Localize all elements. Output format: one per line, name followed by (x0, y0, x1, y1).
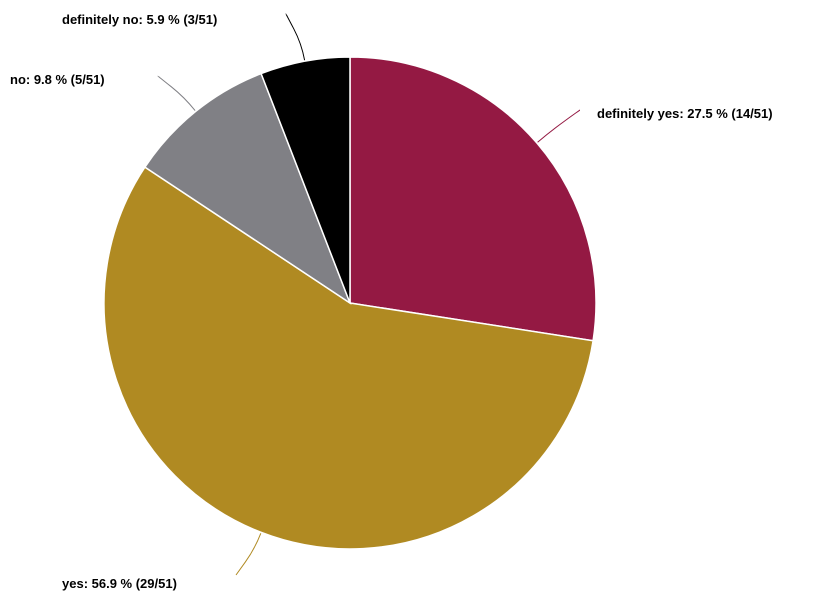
slice-labels: definitely yes: 27.5 % (14/51) yes: 56.9 … (10, 12, 773, 591)
pie-slice-definitely-yes (349, 56, 597, 342)
slice-label-no: no: 9.8 % (5/51) (10, 72, 105, 87)
leader-line-yes (235, 533, 262, 576)
leader-line-definitely-no (285, 13, 306, 61)
leader-line-no (157, 75, 196, 111)
pie-slice-definitely-no (260, 56, 351, 304)
pie-slice-no (143, 72, 352, 305)
pie-slices (103, 56, 597, 550)
slice-label-definitely-no: definitely no: 5.9 % (3/51) (62, 12, 217, 27)
pie-slice-yes (103, 166, 594, 550)
leader-line-definitely-yes (537, 109, 581, 143)
leader-lines (157, 13, 581, 576)
slice-label-definitely-yes: definitely yes: 27.5 % (14/51) (597, 106, 773, 121)
slice-label-yes: yes: 56.9 % (29/51) (62, 576, 177, 591)
